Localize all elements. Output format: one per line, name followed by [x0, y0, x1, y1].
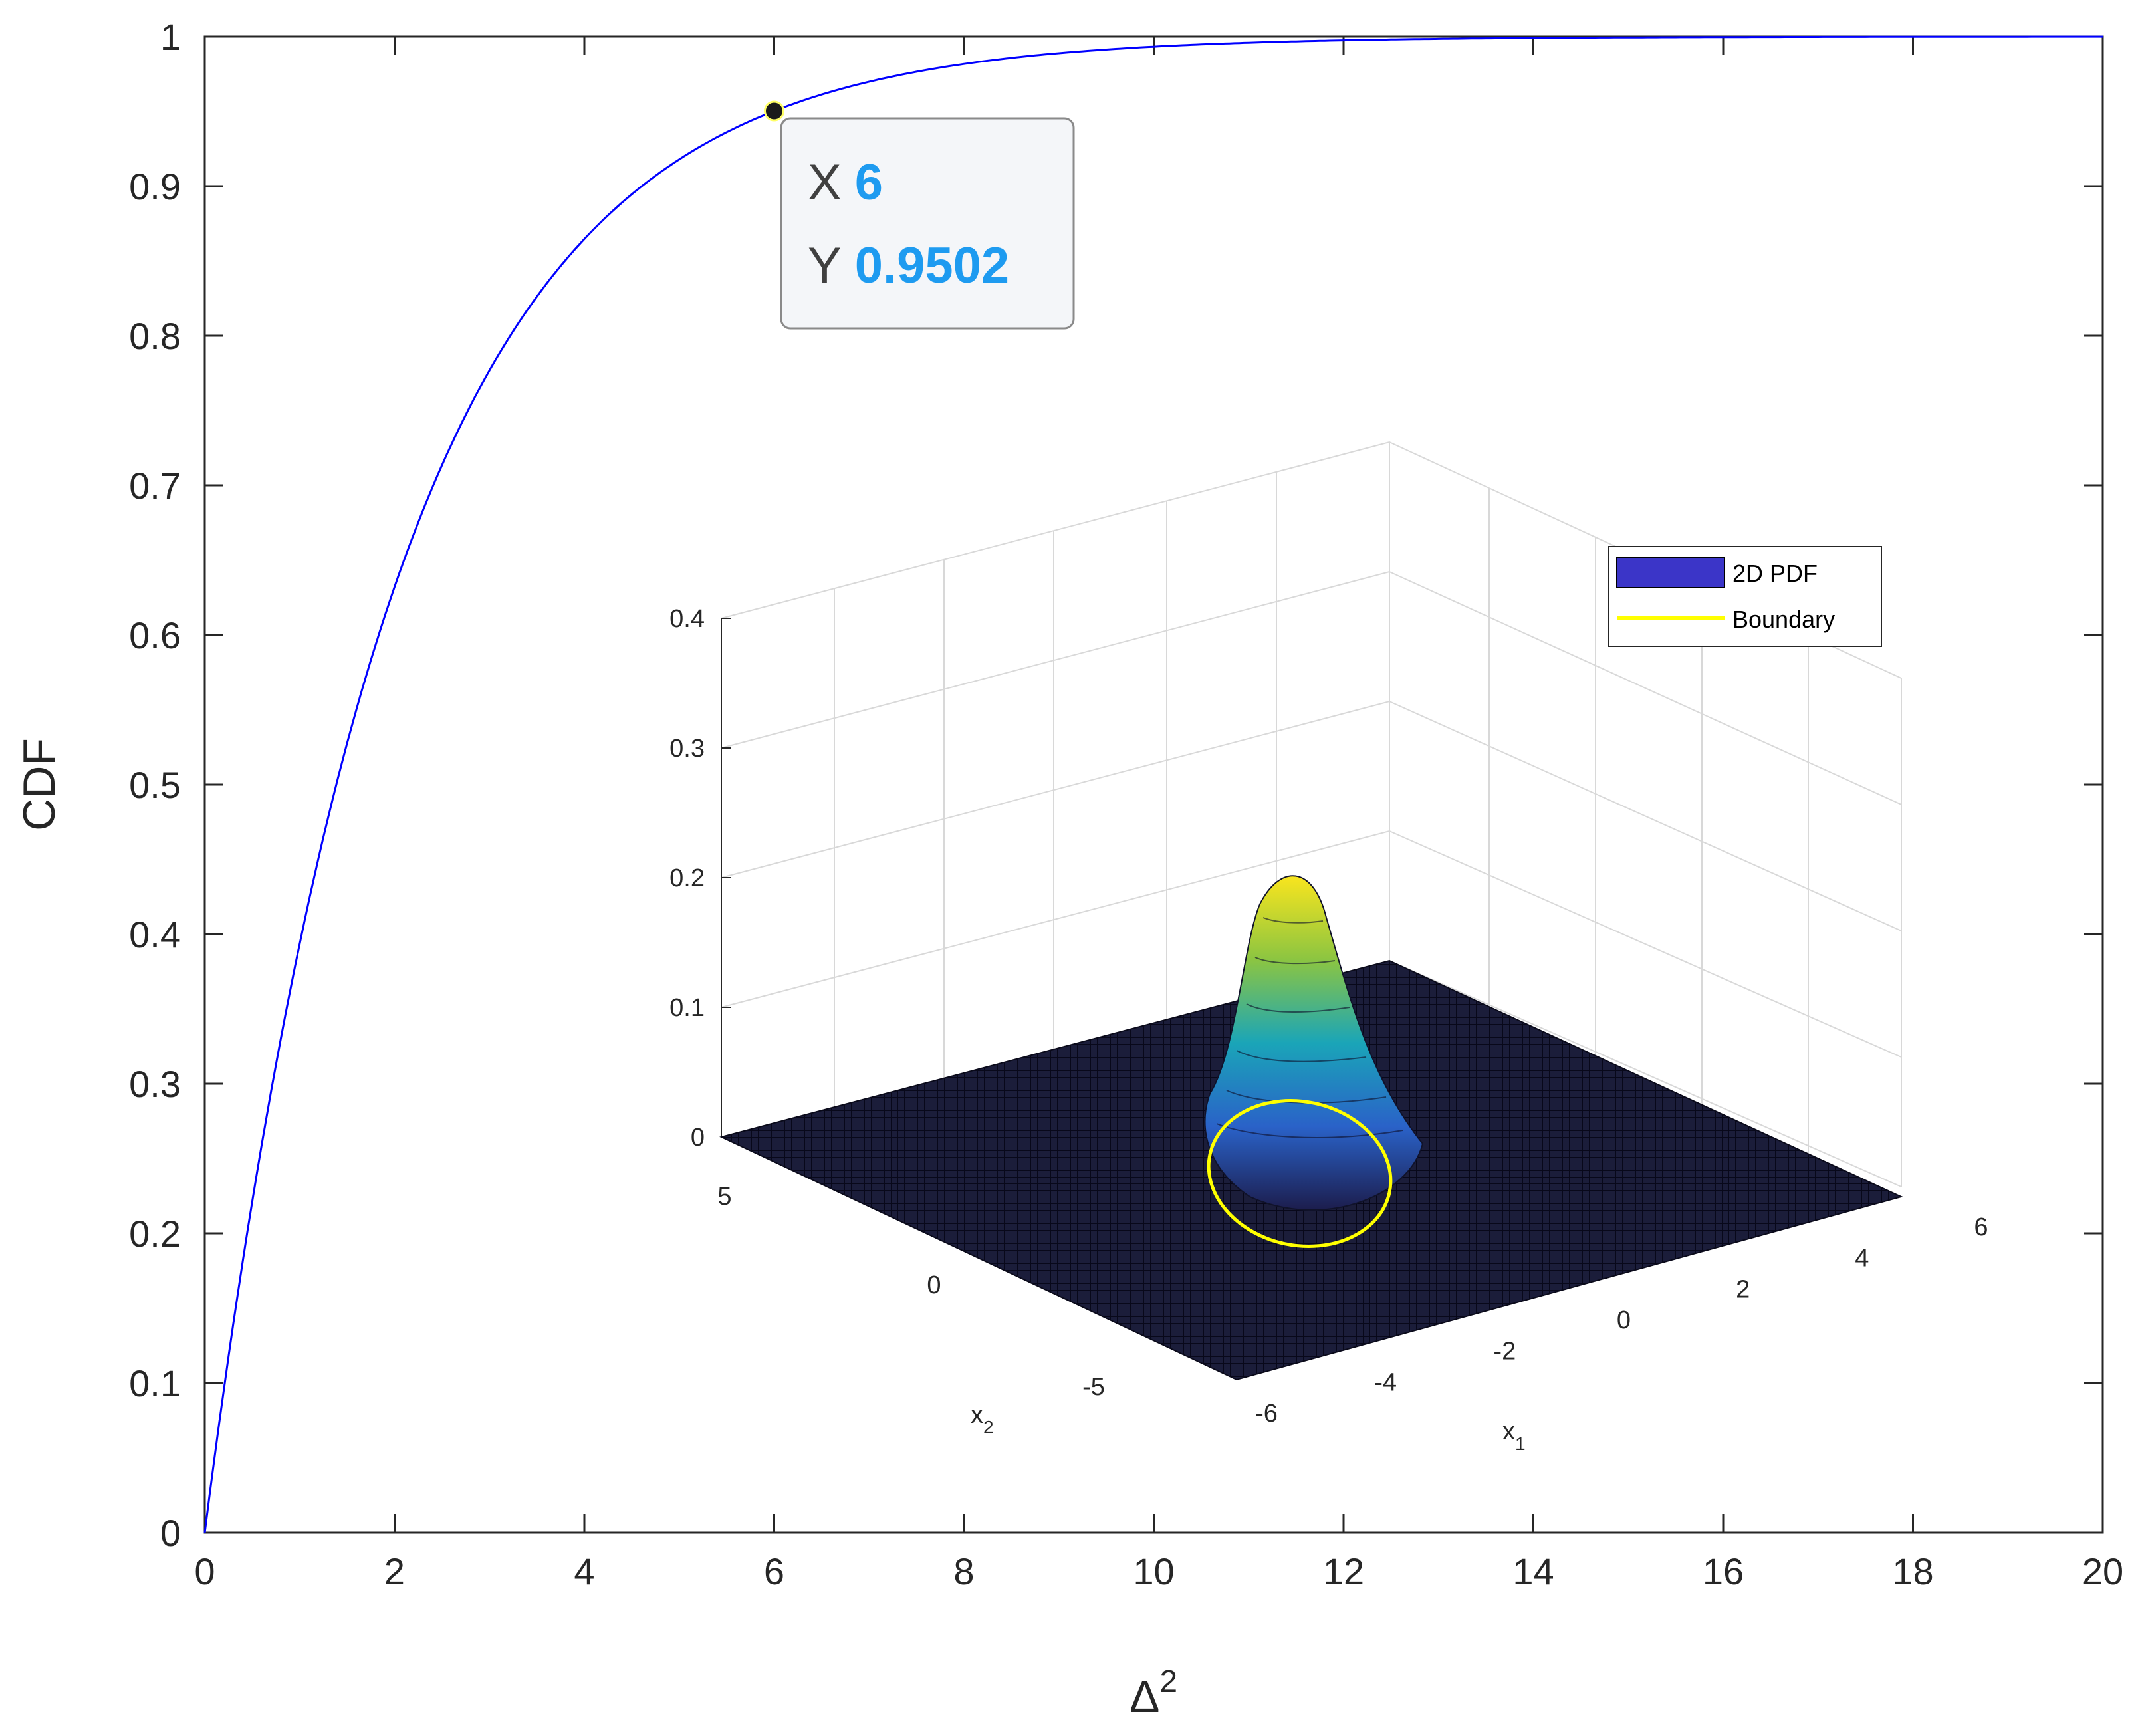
x-tick-label: 12 — [1323, 1550, 1364, 1592]
inset-x1-label-subscript: 1 — [1515, 1433, 1526, 1454]
x-tick-label: 8 — [953, 1550, 974, 1592]
x-tick-label: 18 — [1892, 1550, 1933, 1592]
x-axis-tick-labels: 0 2 4 6 8 10 12 14 16 18 20 — [194, 1550, 2123, 1592]
legend-swatch-2d-pdf — [1616, 557, 1725, 588]
y-tick-label: 0 — [160, 1512, 181, 1554]
inset-back-grid — [721, 441, 1902, 1187]
y-tick-label: 0.6 — [129, 614, 181, 656]
inset-x2-tick-label: 5 — [717, 1183, 731, 1211]
x-axis-label-base: Δ — [1130, 1672, 1159, 1722]
inset-x1-label-base: x — [1502, 1418, 1515, 1445]
datatip-marker[interactable] — [764, 100, 784, 122]
inset-boundary-ellipse — [1207, 1099, 1393, 1248]
datatip-y-value: 0.9502 — [855, 237, 1009, 294]
inset-x1-tick-label: 6 — [1974, 1213, 1988, 1241]
y-tick-label: 1 — [160, 16, 181, 58]
datatip-y-row: Y 0.9502 — [808, 237, 1009, 294]
y-tick-label: 0.9 — [129, 166, 181, 207]
inset-z-tick-label: 0.3 — [669, 735, 705, 763]
y-tick-label: 0.8 — [129, 315, 181, 357]
inset-legend: 2D PDF Boundary — [1608, 546, 1882, 647]
x-tick-label: 2 — [384, 1550, 405, 1592]
datatip-x-key: X — [808, 154, 842, 211]
inset-x1-tick-label: -2 — [1493, 1338, 1516, 1366]
inset-x2-axis-label: x2 — [971, 1401, 994, 1437]
x-tick-label: 0 — [194, 1550, 215, 1592]
inset-x1-tick-label: 2 — [1736, 1275, 1750, 1303]
y-tick-label: 0.7 — [129, 465, 181, 507]
x-tick-label: 20 — [2082, 1550, 2123, 1592]
y-tick-label: 0.2 — [129, 1213, 181, 1255]
cdf-series-line — [203, 35, 2103, 1533]
legend-label-2d-pdf: 2D PDF — [1732, 560, 1818, 587]
x-tick-label: 16 — [1703, 1550, 1744, 1592]
x-axis-label: Δ2 — [1130, 1664, 1177, 1722]
x-tick-label: 6 — [764, 1550, 784, 1592]
y-tick-label: 0.4 — [129, 914, 181, 955]
inset-z-tick-label: 0.4 — [669, 605, 705, 633]
inset-z-tick-label: 0 — [691, 1124, 705, 1152]
y-tick-label: 0.3 — [129, 1063, 181, 1105]
x-axis-label-superscript: 2 — [1159, 1664, 1177, 1699]
inset-x2-label-subscript: 2 — [983, 1417, 994, 1437]
inset-x1-tick-label: 4 — [1855, 1245, 1869, 1273]
inset-x2-label-base: x — [971, 1401, 983, 1429]
y-tick-label: 0.1 — [129, 1362, 181, 1404]
inset-x2-tick-label: 0 — [927, 1271, 941, 1299]
inset-x1-tick-label: -4 — [1374, 1368, 1397, 1396]
y-axis-ticks — [205, 35, 2103, 1534]
inset-x2-tick-label: -5 — [1082, 1373, 1105, 1401]
x-tick-label: 4 — [574, 1550, 594, 1592]
inset-z-tick-labels: 0 0.1 0.2 0.3 0.4 — [669, 605, 731, 1152]
x-tick-label: 10 — [1133, 1550, 1174, 1592]
y-axis-tick-labels: 0 0.1 0.2 0.3 0.4 0.5 0.6 0.7 0.8 0.9 1 — [129, 16, 181, 1554]
datatip-y-key: Y — [808, 237, 842, 294]
inset-z-tick-label: 0.2 — [669, 864, 705, 892]
datatip-box — [780, 117, 1075, 330]
inset-z-tick-label: 0.1 — [669, 994, 705, 1022]
y-tick-label: 0.5 — [129, 764, 181, 806]
inset-x1-tick-label: -6 — [1255, 1400, 1278, 1427]
legend-label-boundary: Boundary — [1732, 606, 1835, 633]
datatip-x-value: 6 — [855, 154, 883, 211]
inset-x1-tick-labels: -6 -4 -2 0 2 4 6 — [1255, 1213, 1988, 1427]
inset-x2-tick-labels: -5 0 5 — [717, 1183, 1104, 1401]
x-tick-label: 14 — [1512, 1550, 1554, 1592]
inset-x1-axis-label: x1 — [1502, 1418, 1526, 1454]
inset-x1-tick-label: 0 — [1617, 1306, 1631, 1334]
y-axis-label: CDF — [14, 738, 64, 831]
